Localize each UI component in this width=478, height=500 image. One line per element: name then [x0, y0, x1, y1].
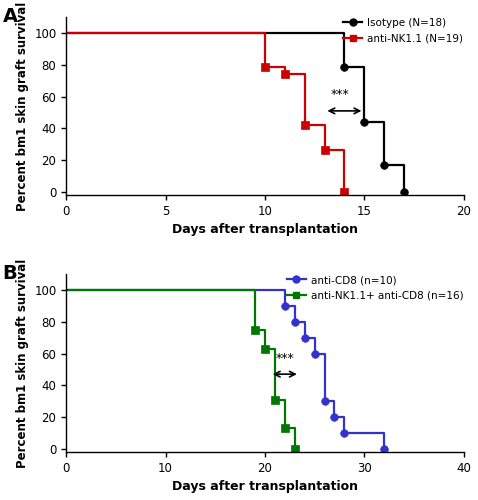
Y-axis label: Percent bm1 skin graft survival: Percent bm1 skin graft survival: [16, 2, 29, 211]
X-axis label: Days after transplantation: Days after transplantation: [172, 480, 358, 493]
Text: B: B: [3, 264, 17, 282]
Legend: Isotype (N=18), anti-NK1.1 (N=19): Isotype (N=18), anti-NK1.1 (N=19): [339, 14, 467, 48]
Legend: anti-CD8 (n=10), anti-NK1.1+ anti-CD8 (n=16): anti-CD8 (n=10), anti-NK1.1+ anti-CD8 (n…: [282, 271, 467, 304]
Text: A: A: [3, 7, 18, 26]
Text: ***: ***: [275, 352, 294, 364]
Y-axis label: Percent bm1 skin graft survival: Percent bm1 skin graft survival: [16, 258, 29, 468]
Text: ***: ***: [331, 88, 350, 102]
X-axis label: Days after transplantation: Days after transplantation: [172, 223, 358, 236]
